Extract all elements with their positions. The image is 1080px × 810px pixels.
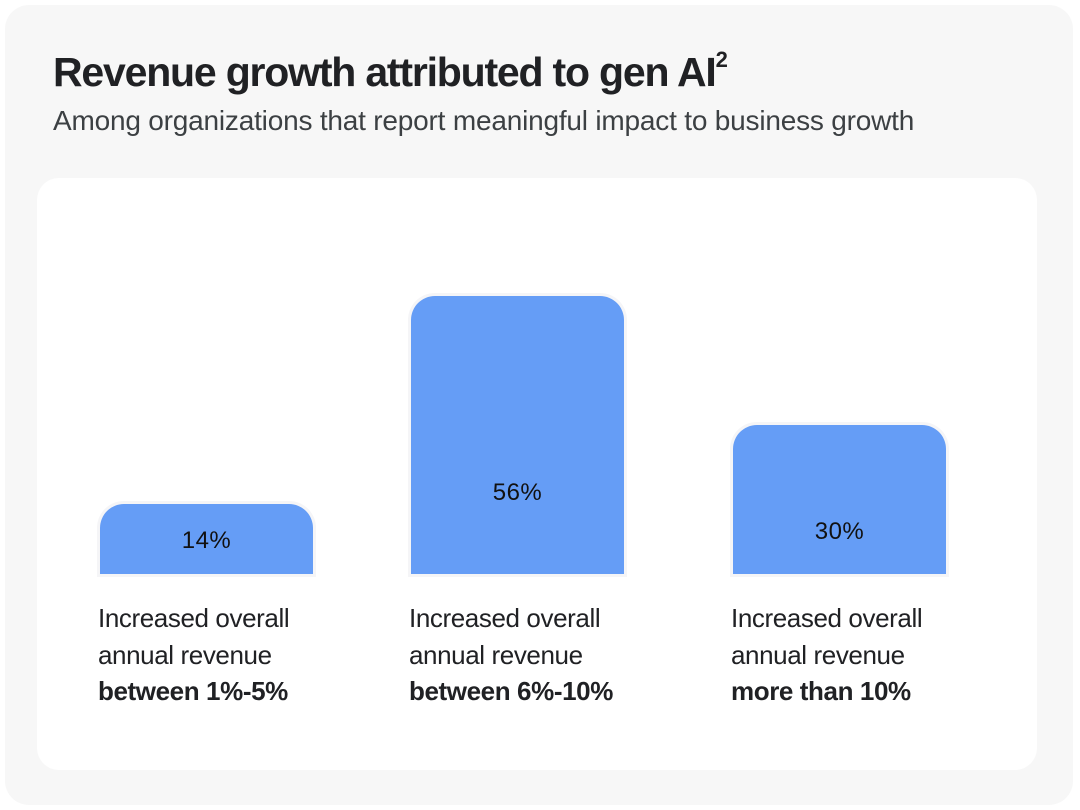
- category-label-1-line-1: Increased overall: [98, 603, 290, 633]
- bar-2: [411, 296, 624, 574]
- category-label-3-line-1: Increased overall: [731, 603, 923, 633]
- category-label-1: Increased overall annual revenue between…: [98, 600, 398, 710]
- category-label-3-range: more than 10%: [731, 676, 911, 706]
- chart-subtitle: Among organizations that report meaningf…: [53, 105, 915, 136]
- chart-title-text: Revenue growth attributed to gen AI: [53, 49, 717, 95]
- footnote-marker: 2: [715, 47, 728, 72]
- bar-3-value-label: 30%: [814, 518, 865, 545]
- bar-2-value-label: 56%: [492, 479, 543, 506]
- bar-3: [733, 425, 946, 574]
- category-label-2: Increased overall annual revenue between…: [409, 600, 709, 710]
- bar-1: [100, 504, 313, 574]
- category-label-2-range: between 6%-10%: [409, 676, 613, 706]
- category-label-2-line-2: annual revenue: [409, 639, 583, 670]
- bar-1-value-label: 14%: [181, 527, 232, 554]
- chart-title: Revenue growth attributed to gen AI2: [53, 47, 728, 96]
- category-label-3-line-2: annual revenue: [731, 639, 905, 670]
- category-label-2-line-1: Increased overall: [409, 603, 601, 633]
- category-label-1-range: between 1%-5%: [98, 676, 288, 706]
- category-label-1-line-2: annual revenue: [98, 639, 272, 670]
- category-label-3: Increased overall annual revenue more th…: [731, 600, 1031, 710]
